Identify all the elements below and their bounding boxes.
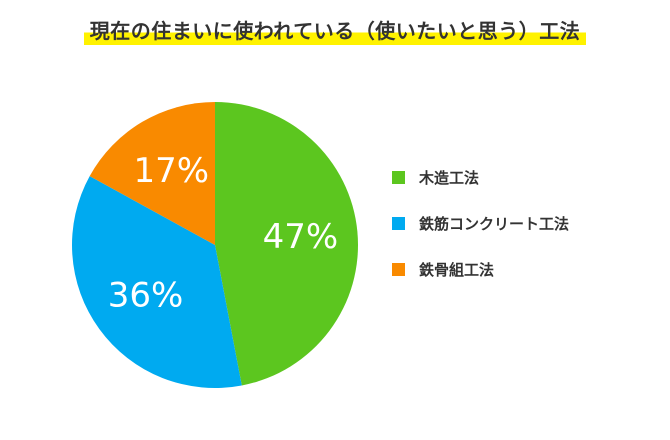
legend-item-steel: 鉄骨組工法 bbox=[392, 257, 569, 281]
legend-label-steel: 鉄骨組工法 bbox=[419, 260, 495, 279]
slice-wood bbox=[215, 102, 358, 386]
slice-label-rc: 36% bbox=[108, 275, 184, 315]
legend-item-rc: 鉄筋コンクリート工法 bbox=[392, 211, 569, 235]
title-wrap: 現在の住まいに使われている（使いたいと思う）工法 bbox=[0, 17, 670, 45]
chart-title: 現在の住まいに使われている（使いたいと思う）工法 bbox=[83, 17, 587, 45]
legend-swatch-rc bbox=[392, 216, 405, 230]
slice-label-wood: 47% bbox=[263, 217, 339, 257]
legend-swatch-wood bbox=[392, 170, 405, 184]
slice-steel bbox=[89, 101, 215, 245]
legend-label-wood: 木造工法 bbox=[419, 168, 480, 187]
legend: 木造工法 鉄筋コンクリート工法 鉄骨組工法 bbox=[392, 165, 569, 303]
legend-label-rc: 鉄筋コンクリート工法 bbox=[419, 214, 570, 233]
legend-swatch-steel bbox=[392, 262, 405, 276]
legend-item-wood: 木造工法 bbox=[392, 165, 569, 189]
slice-label-steel: 17% bbox=[134, 151, 210, 191]
slice-rc bbox=[71, 176, 242, 388]
